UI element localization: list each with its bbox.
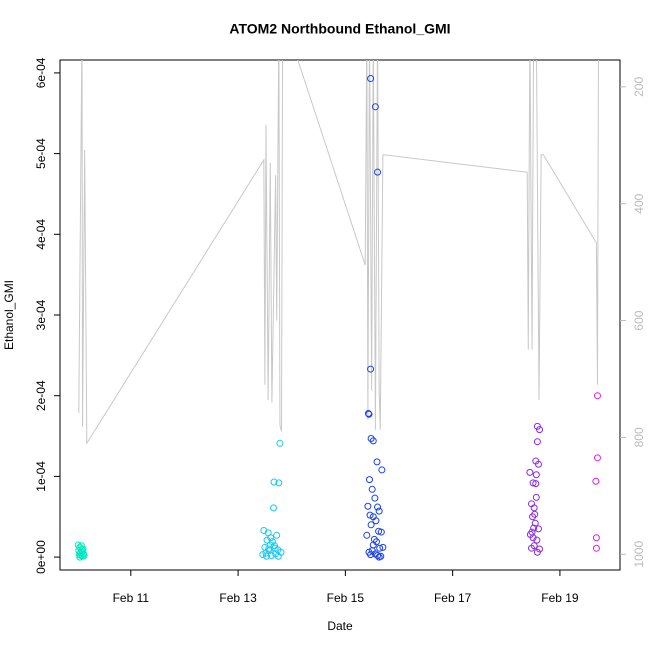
chart-title: ATOM2 Northbound Ethanol_GMI <box>229 21 450 37</box>
data-point <box>269 504 277 512</box>
data-point <box>78 546 86 554</box>
data-point <box>371 494 379 502</box>
data-point <box>531 519 539 527</box>
y2-tick-label: 1000 <box>632 541 646 568</box>
data-point <box>366 511 374 519</box>
data-point <box>377 528 385 536</box>
data-point <box>533 536 541 544</box>
data-point <box>369 437 377 445</box>
data-point <box>375 553 383 561</box>
data-point <box>592 477 600 485</box>
data-point <box>530 524 538 532</box>
data-point <box>526 468 534 476</box>
data-point <box>76 553 84 561</box>
data-point <box>265 545 273 553</box>
data-point <box>534 525 542 533</box>
y-tick-label: 0e+00 <box>34 540 48 574</box>
data-point <box>367 521 375 529</box>
data-point <box>271 542 279 550</box>
data-point <box>375 507 383 515</box>
data-point <box>379 543 387 551</box>
data-point <box>367 365 375 373</box>
x-tick-label: Feb 13 <box>219 591 257 605</box>
data-point <box>79 545 87 553</box>
data-point <box>592 534 600 542</box>
data-point <box>275 479 283 487</box>
x-tick-label: Feb 19 <box>541 591 579 605</box>
data-point <box>533 438 541 446</box>
data-point <box>366 476 374 484</box>
data-point <box>368 485 376 493</box>
data-point <box>367 551 375 559</box>
data-point <box>532 471 540 479</box>
y2-tick-label: 600 <box>632 310 646 330</box>
data-point <box>259 551 267 559</box>
data-point <box>378 466 386 474</box>
data-point <box>367 75 375 83</box>
data-point <box>273 531 281 539</box>
data-point <box>528 528 536 536</box>
x-tick-label: Feb 11 <box>113 591 150 605</box>
x-axis-label: Date <box>327 619 353 633</box>
y-tick-label: 4e-04 <box>34 219 48 250</box>
y2-tick-label: 200 <box>632 77 646 97</box>
data-point <box>592 544 600 552</box>
data-point <box>532 493 540 501</box>
y-tick-label: 1e-04 <box>34 461 48 492</box>
data-point <box>274 552 282 560</box>
data-point <box>374 168 382 176</box>
data-point <box>374 503 382 511</box>
x-tick-label: Feb 17 <box>434 591 472 605</box>
data-point <box>373 458 381 466</box>
data-point <box>533 548 541 556</box>
data-point <box>371 103 379 111</box>
data-point <box>593 454 601 462</box>
data-point <box>276 439 284 447</box>
data-point <box>369 541 377 549</box>
y-tick-label: 3e-04 <box>34 299 48 330</box>
y2-tick-label: 400 <box>632 193 646 213</box>
data-point <box>372 517 380 525</box>
data-point <box>534 460 542 468</box>
data-point <box>270 478 278 486</box>
pressure-line <box>78 60 599 445</box>
y-tick-label: 2e-04 <box>34 380 48 411</box>
plot-box <box>59 59 621 571</box>
data-point <box>532 480 540 488</box>
data-point <box>365 410 373 418</box>
y-tick-label: 5e-04 <box>34 138 48 169</box>
y-tick-label: 6e-04 <box>34 57 48 88</box>
data-point <box>268 538 276 546</box>
y-axis-label: Ethanol_GMI <box>2 280 16 350</box>
data-point <box>593 392 601 400</box>
data-point <box>364 502 372 510</box>
data-point <box>530 542 538 550</box>
data-point <box>376 544 384 552</box>
data-point <box>267 551 275 559</box>
data-point <box>536 426 544 434</box>
data-point <box>267 534 275 542</box>
data-point <box>363 531 371 539</box>
x-tick-label: Feb 15 <box>327 591 365 605</box>
data-point <box>374 551 382 559</box>
line-layer <box>78 60 599 445</box>
data-point <box>529 513 537 521</box>
data-point <box>263 552 271 560</box>
y2-tick-label: 800 <box>632 427 646 447</box>
